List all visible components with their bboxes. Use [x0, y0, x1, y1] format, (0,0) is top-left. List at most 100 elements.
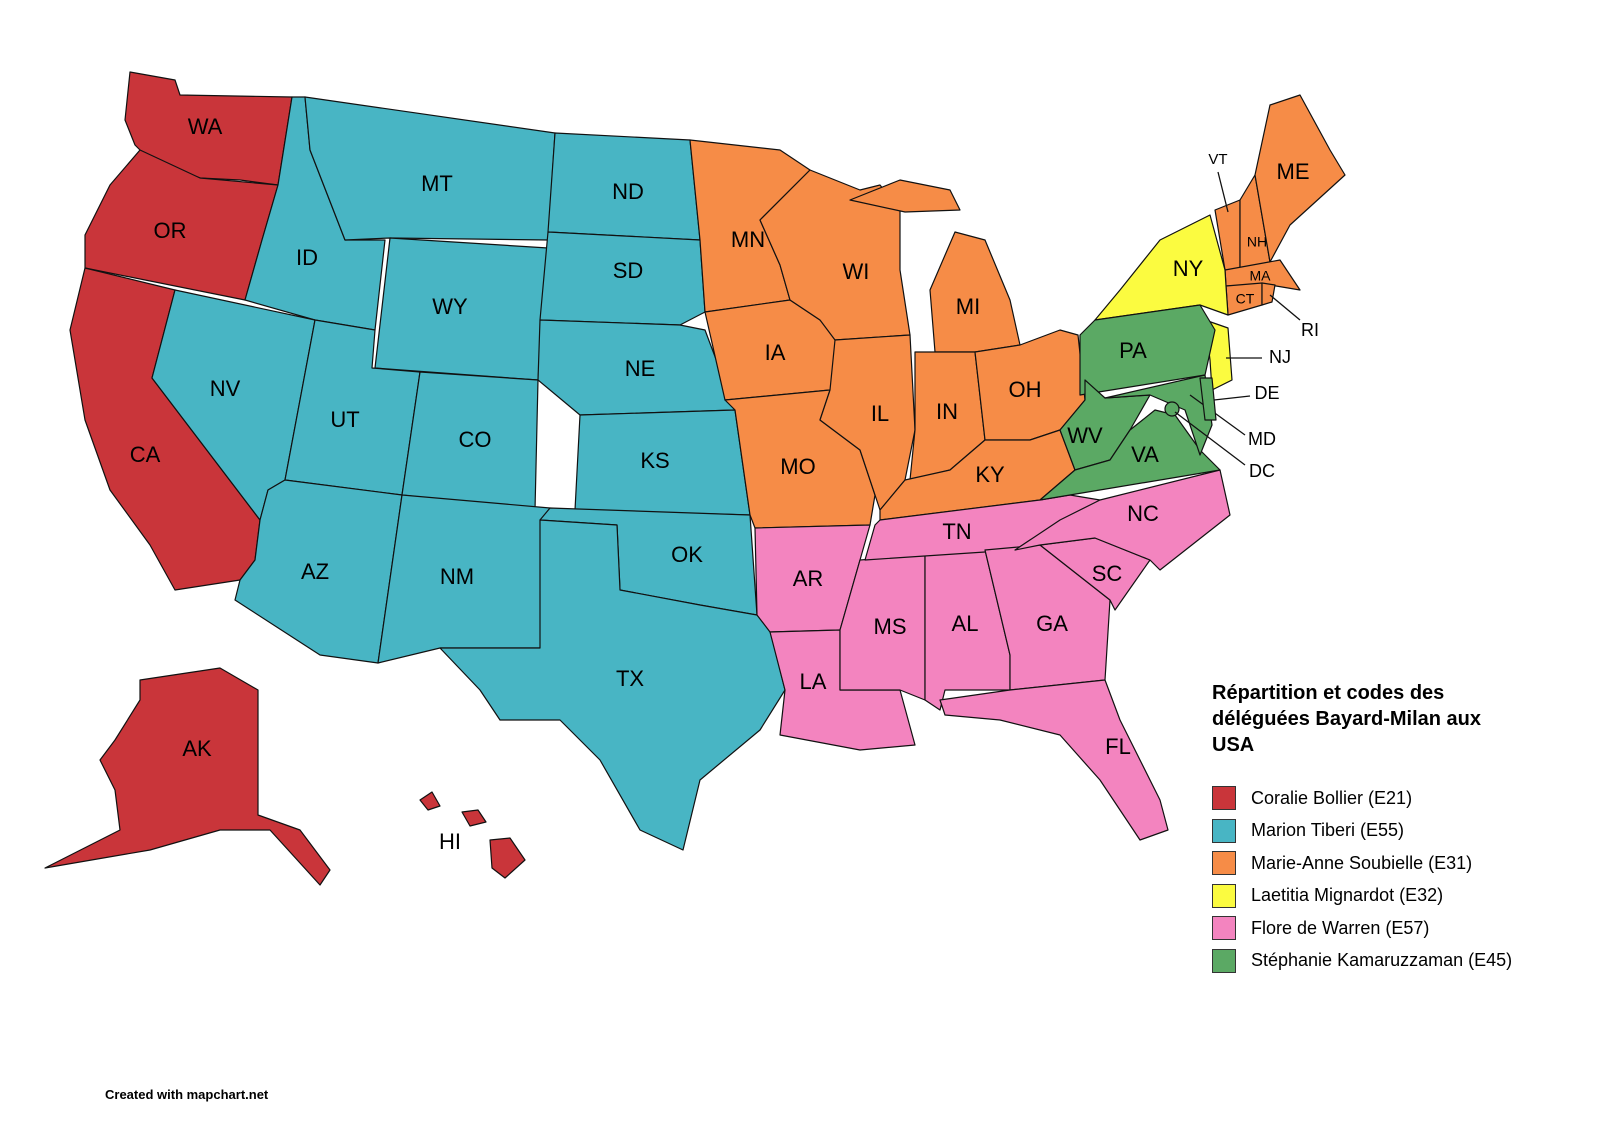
state-shape — [1014, 469, 1231, 571]
state-label: UT — [330, 407, 359, 432]
state-label: NH — [1247, 234, 1267, 250]
credit: Created with mapchart.net — [105, 1087, 269, 1102]
state-shape — [489, 837, 526, 879]
state-label: PA — [1119, 338, 1147, 363]
state-label: CO — [459, 427, 492, 452]
state-label: GA — [1036, 611, 1068, 636]
legend-entry: Stéphanie Kamaruzzaman (E45) — [1212, 945, 1592, 978]
state-label: IN — [936, 399, 958, 424]
state-label: KY — [975, 462, 1005, 487]
legend-entry: Marion Tiberi (E55) — [1212, 815, 1592, 848]
legend-swatch — [1212, 916, 1236, 941]
state-shape — [1079, 304, 1216, 396]
state-shape — [124, 71, 293, 186]
state-label: AZ — [301, 559, 329, 584]
state-label: AL — [952, 611, 979, 636]
legend-label: Marion Tiberi (E55) — [1251, 820, 1405, 841]
state-shape — [1261, 282, 1276, 306]
legend-swatch — [1212, 851, 1236, 876]
state-label: SC — [1092, 561, 1123, 586]
state-label: RI — [1301, 320, 1319, 340]
state-label: MN — [731, 227, 765, 252]
state-label: MA — [1250, 268, 1272, 284]
state-label: LA — [800, 669, 827, 694]
legend-label: Coralie Bollier (E21) — [1251, 787, 1413, 808]
state-label: NV — [210, 376, 241, 401]
state-shape — [849, 179, 961, 213]
state-shape — [939, 679, 1169, 841]
state-label: DC — [1249, 461, 1275, 481]
state-label: ME — [1277, 159, 1310, 184]
state-label: AK — [182, 736, 212, 761]
state-label: MI — [956, 294, 980, 319]
state-shape — [759, 169, 911, 341]
legend-title: Répartition et codes des déléguées Bayar… — [1212, 682, 1481, 756]
state-shape — [1039, 409, 1221, 501]
state-label: NY — [1173, 256, 1204, 281]
leader-line — [1213, 395, 1251, 401]
state-label: OK — [671, 542, 703, 567]
state-shape — [461, 809, 487, 827]
state-label: NE — [625, 356, 656, 381]
legend-label: Stéphanie Kamaruzzaman (E45) — [1251, 950, 1513, 971]
state-shape — [1094, 214, 1229, 321]
state-shape — [44, 667, 331, 886]
state-shape — [419, 791, 441, 811]
state-label: OR — [154, 218, 187, 243]
state-shape — [1254, 94, 1346, 263]
state-shape — [439, 519, 786, 851]
legend-entry: Marie-Anne Soubielle (E31) — [1212, 847, 1592, 880]
state-label: WV — [1067, 423, 1103, 448]
state-label: TX — [616, 666, 644, 691]
state-label: MT — [421, 171, 453, 196]
state-label: WY — [432, 294, 468, 319]
state-label: IA — [765, 340, 786, 365]
state-label: FL — [1105, 734, 1131, 759]
state-label: HI — [439, 829, 461, 854]
legend-entries: Coralie Bollier (E21) Marion Tiberi (E55)… — [1212, 782, 1592, 977]
state-label: VA — [1131, 442, 1159, 467]
legend-swatch — [1212, 948, 1236, 973]
state-label: CT — [1236, 291, 1255, 307]
legend-label: Laetitia Mignardot (E32) — [1251, 885, 1444, 906]
state-label: AR — [793, 566, 824, 591]
leader-line — [1189, 394, 1246, 436]
state-shape — [929, 231, 1021, 353]
state-label: IL — [871, 401, 889, 426]
state-label: NM — [440, 564, 474, 589]
state-label: VT — [1208, 151, 1227, 168]
leader-line — [1269, 294, 1301, 321]
state-label: TN — [942, 519, 971, 544]
state-label: CA — [130, 442, 161, 467]
legend: Répartition et codes des déléguées Bayar… — [1212, 680, 1592, 977]
state-label: MD — [1248, 429, 1276, 449]
state-label: ID — [296, 245, 318, 270]
state-label: OH — [1009, 377, 1042, 402]
legend-swatch — [1212, 786, 1236, 811]
legend-label: Flore de Warren (E57) — [1251, 917, 1430, 938]
legend-swatch — [1212, 818, 1236, 843]
state-label: KS — [640, 448, 669, 473]
legend-entry: Coralie Bollier (E21) — [1212, 782, 1592, 815]
state-label: ND — [612, 179, 644, 204]
state-label: NC — [1127, 501, 1159, 526]
state-label: WI — [843, 259, 870, 284]
state-label: DE — [1254, 383, 1279, 403]
state-shape — [539, 231, 706, 326]
legend-entry: Flore de Warren (E57) — [1212, 912, 1592, 945]
state-shape — [1104, 374, 1213, 456]
state-label: MS — [874, 614, 907, 639]
state-label: NJ — [1269, 347, 1291, 367]
legend-label: Marie-Anne Soubielle (E31) — [1251, 852, 1473, 873]
state-shape — [1199, 377, 1217, 421]
leader-line — [1174, 411, 1246, 466]
state-label: SD — [613, 258, 644, 283]
state-shape — [304, 96, 556, 241]
legend-entry: Laetitia Mignardot (E32) — [1212, 880, 1592, 913]
leader-line — [1217, 171, 1229, 213]
state-label: MO — [780, 454, 815, 479]
state-label: WA — [188, 114, 223, 139]
legend-swatch — [1212, 883, 1236, 908]
